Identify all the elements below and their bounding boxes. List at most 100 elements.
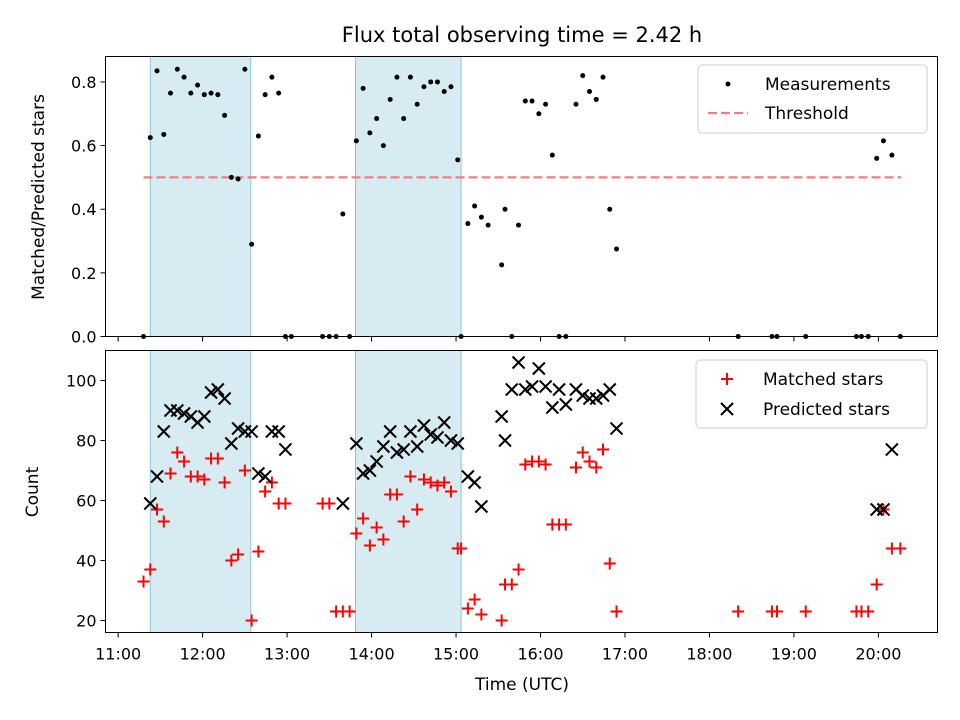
predicted-star-point [150,469,164,484]
measurement-point [360,85,366,91]
measurement-point [549,152,555,158]
bottom-y-tick-label: 80 [76,432,96,451]
measurement-point [269,74,275,80]
matched-star-point [468,593,481,606]
x-tick-label: 14:00 [349,645,395,664]
predicted-star-point [498,433,512,448]
matched-star-point [519,458,532,471]
bottom-y-tick-label: 20 [76,612,96,631]
predicted-star-point [224,436,239,451]
predicted-star-point [430,430,445,445]
predicted-star-point [876,502,891,517]
measurement-point [536,111,542,117]
measurement-point [387,96,393,102]
measurement-point [441,89,447,94]
predicted-star-point [532,361,546,376]
top-observing-windows [149,56,462,337]
measurement-point [276,90,282,96]
matched-star-point [411,503,424,516]
predicted-star-point [349,436,364,451]
measurement-point [421,84,427,90]
chart-title: Flux total observing time = 2.42 h [342,23,702,47]
matched-star-point [495,614,508,627]
predicted-star-point [177,406,191,421]
matched-star-point [894,542,907,555]
measurement-point [874,155,880,161]
predicted-star-point [376,439,391,454]
measurement-point [222,112,228,118]
matched-star-point [279,497,292,510]
matched-star-point [590,461,603,474]
measurements-legend-marker [725,81,731,87]
legend-predicted-label: Predicted stars [763,400,890,420]
top-y-tick-label: 0.8 [71,73,96,92]
bottom-legend-box [695,359,928,429]
legend-matched-label: Matched stars [763,370,883,390]
legend-measurements-label: Measurements [765,75,891,95]
matched-star-point [164,467,177,480]
matched-star-point [532,455,545,468]
predicted-star-point [336,496,350,511]
x-tick-label: 15:00 [433,645,479,664]
measurement-point [181,74,187,80]
measurement-point [478,214,484,220]
measurement-point [168,90,174,96]
predicted-star-point [278,442,293,457]
x-tick-label: 11:00 [95,645,141,664]
top-y-tick-label: 0.0 [71,328,96,347]
predicted-star-point [451,436,465,451]
top-y-axis-label: Matched/Predicted stars [29,94,49,300]
predicted-star-point [390,445,404,460]
matched-star-point [265,476,278,489]
predicted-star-point [369,454,384,469]
predicted-star-point [258,469,272,484]
matched-star-point [259,485,272,498]
matched-star-point [377,533,390,546]
x-tick-label: 16:00 [517,645,563,664]
measurement-point [499,262,505,268]
measurement-point [472,203,478,209]
matched-star-point [461,602,474,615]
matched-star-point [438,476,451,489]
matched-star-point [597,443,610,456]
predicted-star-point [271,424,286,439]
x-tick-label: 12:00 [180,645,226,664]
bottom-y-tick-label: 100 [66,372,97,391]
matched-star-point [343,605,356,618]
measurement-point [380,143,386,149]
observing-window-1 [149,56,252,337]
measurement-point [428,79,434,85]
bottom-y-tick-label: 60 [76,492,96,511]
matched-star-point [444,485,457,498]
matched-star-point [171,446,184,459]
predicted-star-point [494,409,509,424]
measurement-point [414,101,420,107]
measurement-point [154,68,160,74]
matched-star-point [225,554,238,567]
predicted-star-point [383,424,397,439]
matched-star-point [417,473,430,486]
predicted-star-point [885,442,899,457]
predicted-star-point [157,424,171,439]
measurement-point [367,130,373,136]
measurement-points [141,66,903,339]
x-tick-label: 13:00 [264,645,310,664]
measurement-point [401,116,407,122]
top-y-tick-label: 0.4 [71,200,96,219]
observing-window-2 [355,350,462,633]
measurement-point [522,98,528,104]
measurement-point [201,92,207,98]
predicted-star-point [217,391,232,406]
top-y-ticks: 0.0 0.2 0.4 0.6 0.8 [71,73,106,347]
bottom-y-ticks: 20 40 60 80 100 [66,372,106,631]
matched-star-point [323,497,336,510]
predicted-star-point [505,382,519,397]
predicted-star-point [545,400,560,415]
measurement-point [516,222,522,228]
predicted-star-point [403,424,418,439]
predicted-star-point [589,391,603,406]
predicted-legend-marker [720,402,734,416]
measurement-point [465,221,471,227]
predicted-star-point [363,463,377,478]
